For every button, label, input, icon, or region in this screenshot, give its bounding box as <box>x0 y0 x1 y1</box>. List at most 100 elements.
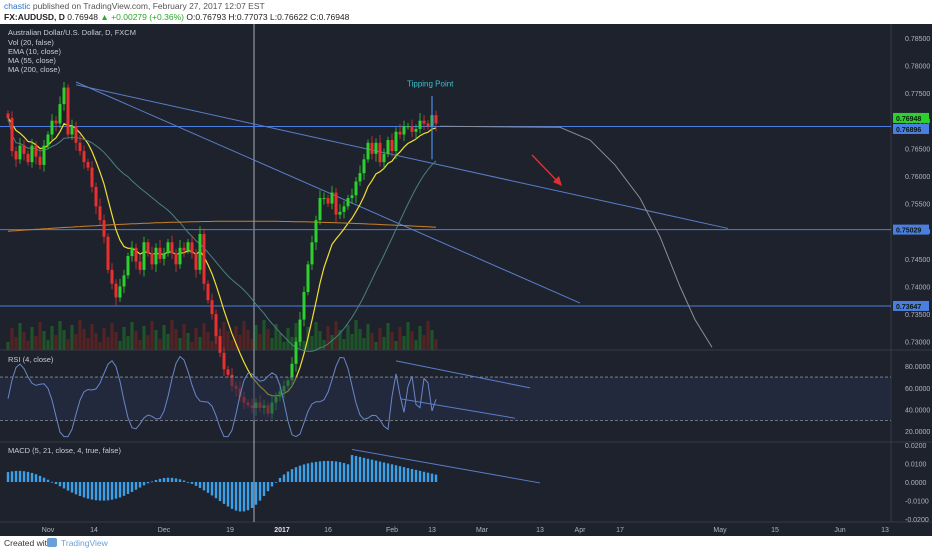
candle-body <box>22 145 26 154</box>
trendline-lower <box>75 81 581 304</box>
volume-bar <box>198 337 202 350</box>
macd-bar <box>422 471 426 482</box>
macd-tick-1: 0.0100 <box>905 461 927 468</box>
chart-area[interactable]: 0.785000.780000.775000.770000.765000.760… <box>0 24 932 536</box>
volume-bar <box>418 326 422 350</box>
macd-bar <box>86 482 90 499</box>
macd-bar <box>186 482 190 483</box>
author-link[interactable]: chastic <box>4 1 31 11</box>
candle-body <box>54 120 58 124</box>
macd-bar <box>254 482 258 505</box>
candle-body <box>82 151 86 163</box>
macd-bar <box>102 482 106 501</box>
volume-bar <box>10 328 14 350</box>
ohlc-values: O:0.76793 H:0.77073 L:0.76622 C:0.76948 <box>186 12 350 22</box>
macd-bar <box>314 461 318 482</box>
macd-bar <box>26 471 30 482</box>
volume-bar <box>42 331 46 350</box>
volume-bar <box>174 329 178 350</box>
rsi-tick-0: 80.0000 <box>905 364 930 371</box>
candle-body <box>102 220 106 237</box>
volume-bar <box>186 333 190 350</box>
candle-body <box>394 131 398 152</box>
macd-bar <box>238 482 242 512</box>
volume-bar <box>354 320 358 350</box>
volume-bar <box>342 339 346 350</box>
candle-body <box>70 126 74 135</box>
tipping-point-label: Tipping Point <box>407 79 454 88</box>
candle-body <box>122 275 126 287</box>
chart-svg[interactable]: 0.785000.780000.775000.770000.765000.760… <box>0 24 932 536</box>
candle-body <box>414 128 418 132</box>
candle-body <box>334 192 338 215</box>
volume-bar <box>114 332 118 350</box>
tradingview-logo-icon <box>47 538 57 547</box>
candle-body <box>74 126 78 143</box>
candle-body <box>90 167 94 187</box>
time-tick-1: 14 <box>90 527 98 534</box>
candle-body <box>66 87 70 135</box>
volume-bar <box>150 321 154 350</box>
volume-bar <box>190 342 194 350</box>
volume-bar <box>130 322 134 350</box>
price-badge-1 <box>893 123 929 134</box>
candle-body <box>218 336 222 353</box>
volume-bar <box>326 326 330 350</box>
time-tick-11: 17 <box>616 527 624 534</box>
volume-bar <box>358 329 362 350</box>
volume-bar <box>106 337 110 350</box>
volume-bar <box>330 335 334 350</box>
macd-bar <box>382 462 386 482</box>
candle-body <box>226 369 230 375</box>
candle-body <box>426 123 430 127</box>
down-arrow-line <box>531 154 561 185</box>
macd-bar <box>250 482 254 508</box>
volume-bar <box>334 321 338 350</box>
tradingview-brand[interactable]: TradingView <box>61 538 108 548</box>
volume-bar <box>422 335 426 350</box>
candle-body <box>182 247 186 251</box>
price-badge-2 <box>893 224 929 235</box>
volume-bar <box>154 330 158 350</box>
macd-bar <box>294 467 298 482</box>
volume-bar <box>302 341 306 350</box>
volume-bar <box>278 333 282 350</box>
candle-body <box>346 198 350 207</box>
candle-body <box>322 198 326 200</box>
legend-ma200: MA (200, close) <box>8 65 61 74</box>
rsi-trendline-lower <box>399 398 516 419</box>
volume-bar <box>50 326 54 350</box>
volume-bar <box>230 340 234 350</box>
macd-bar <box>266 482 270 492</box>
candle-body <box>154 247 158 265</box>
macd-bar <box>354 455 358 482</box>
macd-bar <box>330 461 334 482</box>
rsi-line <box>7 355 437 438</box>
volume-bar <box>254 325 258 350</box>
candle-body <box>402 126 406 135</box>
macd-bar <box>94 482 98 501</box>
candle-body <box>130 247 134 257</box>
macd-bar <box>302 464 306 482</box>
volume-bar <box>110 323 114 350</box>
candle-body <box>298 319 302 342</box>
candle-body <box>134 247 138 262</box>
time-tick-10: Apr <box>575 527 587 534</box>
candle-body <box>302 291 306 320</box>
macd-bar <box>6 472 10 482</box>
macd-bar <box>62 482 66 489</box>
price-badge-text-2: 0.75029 <box>896 228 921 235</box>
candle-body <box>178 247 182 265</box>
macd-bar <box>130 482 134 492</box>
macd-bar <box>182 480 186 482</box>
macd-bar <box>222 482 226 504</box>
volume-bar <box>210 341 214 350</box>
candle-body <box>198 233 202 270</box>
candle-body <box>18 145 22 160</box>
volume-bar <box>134 331 138 350</box>
macd-bar <box>394 465 398 482</box>
macd-bar <box>362 457 366 482</box>
macd-bar <box>322 461 326 482</box>
price-tick-9: 0.74000 <box>905 284 930 291</box>
volume-bar <box>58 321 62 350</box>
